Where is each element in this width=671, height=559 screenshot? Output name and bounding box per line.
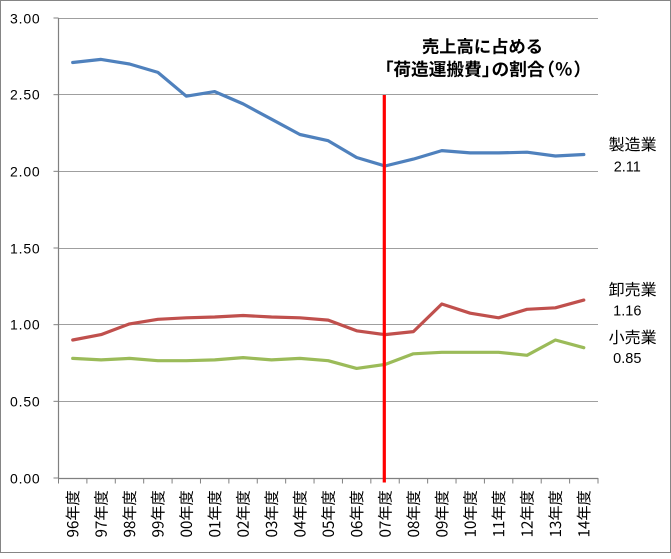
svg-text:1.00: 1.00 — [10, 317, 40, 333]
svg-text:1.16: 1.16 — [613, 303, 641, 319]
svg-text:1.50: 1.50 — [10, 241, 40, 257]
svg-text:0.00: 0.00 — [10, 471, 40, 487]
svg-text:2.11: 2.11 — [614, 160, 641, 176]
svg-text:2.50: 2.50 — [10, 87, 40, 103]
svg-text:0.85: 0.85 — [613, 351, 641, 367]
svg-text:0.50: 0.50 — [10, 394, 40, 410]
svg-text:3.00: 3.00 — [10, 11, 40, 27]
svg-text:2.00: 2.00 — [10, 164, 40, 180]
